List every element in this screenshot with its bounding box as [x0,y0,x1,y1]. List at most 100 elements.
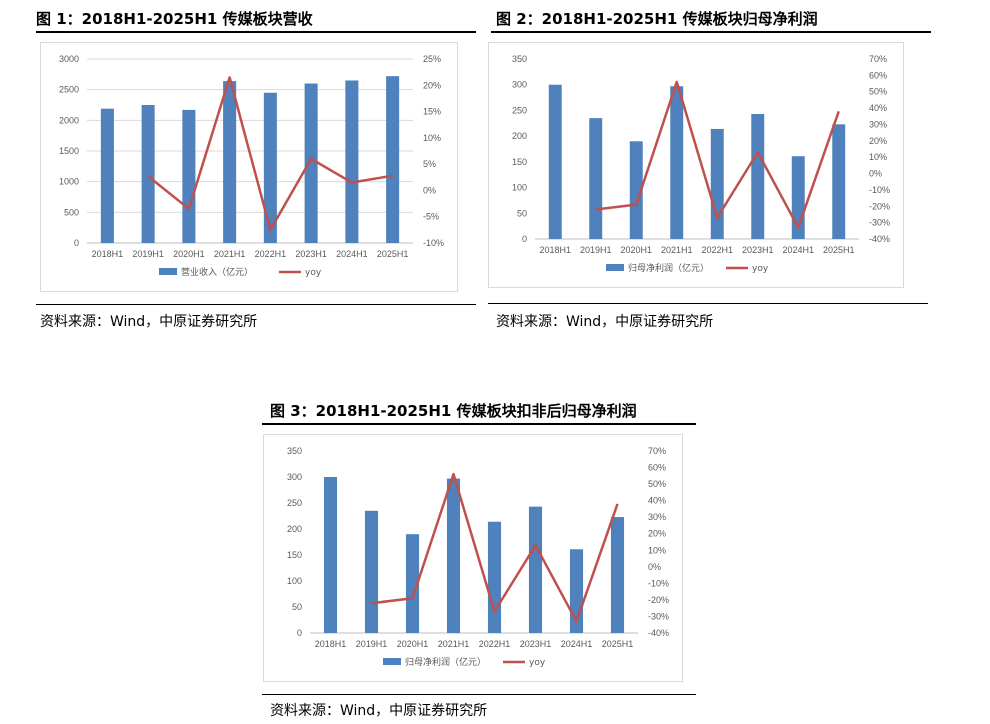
y-right-tick-label: -20% [869,201,890,211]
y-right-tick-label: 20% [648,529,666,539]
x-tick-label: 2021H1 [214,249,246,259]
bar [548,84,562,239]
y-left-tick-label: 150 [287,550,302,560]
x-tick-label: 2022H1 [701,245,733,255]
x-tick-label: 2025H1 [377,249,409,259]
x-tick-label: 2025H1 [823,245,855,255]
y-right-tick-label: 60% [648,463,666,473]
y-left-tick-label: 0 [74,238,79,248]
x-tick-label: 2023H1 [742,245,774,255]
y-right-tick-label: 20% [869,136,887,146]
figure-2-top-rule [491,31,931,33]
bar [323,477,338,633]
y-right-tick-label: 70% [648,446,666,456]
figure-2-bottom-rule [488,303,928,304]
bar [223,81,237,243]
x-tick-label: 2021H1 [438,639,470,649]
x-tick-label: 2020H1 [397,639,429,649]
legend-bar-swatch [159,268,177,275]
bar [832,124,846,239]
x-tick-label: 2023H1 [295,249,327,259]
figure-2-source: 资料来源：Wind，中原证券研究所 [496,314,714,330]
figure-1-bottom-rule [36,304,476,305]
legend-bar-label: 归母净利润（亿元） [405,656,486,668]
figure-3-title: 图 3：2018H1-2025H1 传媒板块扣非后归母净利润 [270,402,637,420]
y-right-tick-label: 0% [423,185,436,195]
y-right-tick-label: -40% [869,234,890,244]
y-right-tick-label: 15% [423,107,441,117]
chart-svg: 0 50 100 150 200 250 300 350 -40% -30% -20% -10% 0% 1… [287,446,669,668]
bar [528,506,543,633]
bar [100,108,114,244]
y-left-tick-label: 200 [512,131,527,141]
y-left-tick-label: 50 [292,602,302,612]
legend-bar-label: 归母净利润（亿元） [628,262,709,274]
legend-bar-swatch [606,264,624,271]
figure-1-source: 资料来源：Wind，中原证券研究所 [40,314,258,330]
figure-1-top-rule [36,31,476,33]
y-right-tick-label: 10% [423,133,441,143]
bar [304,83,318,244]
y-right-tick-label: 40% [648,496,666,506]
y-right-tick-label: 0% [869,169,882,179]
y-right-tick-label: 25% [423,54,441,64]
bar [629,141,643,239]
legend-bar-swatch [383,658,401,665]
y-left-tick-label: 2000 [59,115,79,125]
y-right-tick-label: 5% [423,159,436,169]
figure-1-chart: 0 500 1000 1500 2000 2500 3000 -10% -5% 0% 5% 10% 15… [40,42,458,292]
figure-1-title: 图 1：2018H1-2025H1 传媒板块营收 [36,10,313,28]
y-right-tick-label: 10% [648,545,666,555]
bar [670,86,684,239]
y-right-tick-label: 30% [648,512,666,522]
y-left-tick-label: 1000 [59,177,79,187]
figure-3-bottom-rule [262,694,696,695]
x-tick-label: 2018H1 [315,639,347,649]
x-tick-label: 2022H1 [255,249,287,259]
y-left-tick-label: 0 [297,628,302,638]
y-right-tick-label: -30% [869,218,890,228]
y-right-tick-label: 10% [869,152,887,162]
bar [751,114,765,239]
y-left-tick-label: 350 [512,54,527,64]
x-tick-label: 2023H1 [520,639,552,649]
y-left-tick-label: 150 [512,157,527,167]
x-tick-label: 2022H1 [479,639,511,649]
bar [364,510,379,633]
y-right-tick-label: 20% [423,80,441,90]
x-tick-label: 2025H1 [602,639,634,649]
y-left-tick-label: 300 [287,472,302,482]
y-right-tick-label: 0% [648,562,661,572]
x-tick-label: 2019H1 [356,639,388,649]
y-right-tick-label: -5% [423,212,439,222]
legend-line-label: yoy [305,268,322,278]
y-left-tick-label: 250 [287,498,302,508]
bar [446,478,461,633]
bar [589,118,603,239]
y-left-tick-label: 200 [287,524,302,534]
y-left-tick-label: 100 [287,576,302,586]
x-tick-label: 2018H1 [92,249,124,259]
x-tick-label: 2018H1 [539,245,571,255]
x-tick-label: 2021H1 [661,245,693,255]
y-left-tick-label: 3000 [59,54,79,64]
y-right-tick-label: 60% [869,70,887,80]
y-right-tick-label: 30% [869,119,887,129]
x-tick-label: 2019H1 [580,245,612,255]
figure-2-chart: 0 50 100 150 200 250 300 350 -40% -30% -20% -10% 0% 1… [488,42,904,288]
bar [345,80,359,243]
x-tick-label: 2024H1 [336,249,368,259]
bar [710,128,724,239]
figure-3-top-rule [262,423,696,425]
x-tick-label: 2019H1 [132,249,164,259]
y-right-tick-label: 50% [869,87,887,97]
y-right-tick-label: 40% [869,103,887,113]
legend-bar-label: 营业收入（亿元） [181,266,253,278]
y-right-tick-label: -10% [423,238,444,248]
y-right-tick-label: -30% [648,611,669,621]
y-left-tick-label: 2500 [59,85,79,95]
chart-svg: 0 500 1000 1500 2000 2500 3000 -10% -5% 0% 5% 10% 15… [59,54,444,278]
y-left-tick-label: 500 [64,207,79,217]
chart-svg: 0 50 100 150 200 250 300 350 -40% -30% -20% -10% 0% 1… [512,54,890,274]
figure-3-source: 资料来源：Wind，中原证券研究所 [270,703,488,719]
